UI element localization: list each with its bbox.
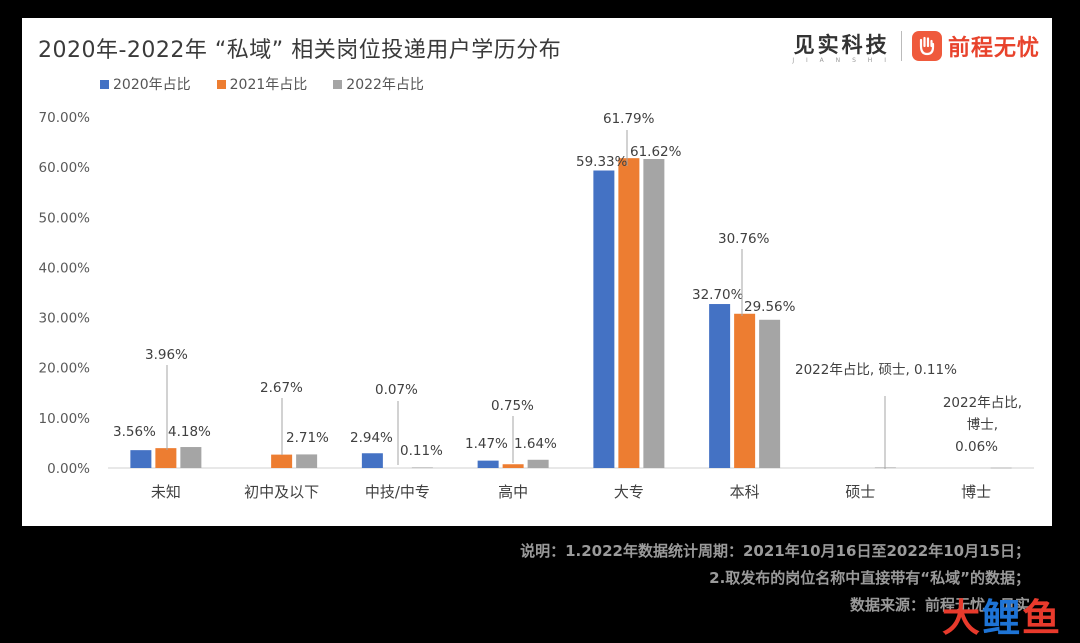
bar-1-0 <box>155 448 177 468</box>
note-line-2: 2.取发布的岗位名称中直接带有“私域”的数据； <box>709 569 1030 587</box>
note-line-1: 说明：1.2022年数据统计周期：2021年10月16日至2022年10月15日… <box>520 542 1030 560</box>
bar-2-2 <box>411 467 433 469</box>
data-label: 2022年占比, <box>943 395 1022 411</box>
chart-title: 2020年-2022年 “私域” 相关岗位投递用户学历分布 <box>38 38 562 63</box>
y-tick-label: 30.00% <box>39 311 91 327</box>
bar-0-4 <box>593 170 615 468</box>
y-tick-label: 60.00% <box>39 160 91 176</box>
bar-chart: 0.00% 10.00% 20.00% 30.00% 40.00% 50.00% 60.00… <box>39 110 1034 501</box>
data-label: 2.94% <box>350 430 393 446</box>
data-label: 1.47% <box>465 436 508 452</box>
legend-label-2022: 2022年占比 <box>346 77 424 93</box>
bar-2-7 <box>990 467 1012 469</box>
bar-0-3 <box>477 460 499 468</box>
data-label: 0.07% <box>375 382 418 398</box>
y-tick-label: 0.00% <box>47 461 90 477</box>
jianshi-logo: 见实科技 J I A N S H I <box>792 29 891 64</box>
watermark-char-2: 鲤 <box>981 596 1020 640</box>
legend-swatch-2021 <box>216 79 226 89</box>
legend-label-2020: 2020年占比 <box>113 77 191 93</box>
bar-2-1 <box>296 454 318 468</box>
qiancheng-logo-name: 前程无忧 <box>947 36 1040 61</box>
bar-0-2 <box>361 453 383 468</box>
data-label: 2.71% <box>286 430 329 446</box>
data-label: 0.11% <box>400 443 443 459</box>
x-category-label: 初中及以下 <box>244 483 319 501</box>
chart-legend: 2020年占比 2021年占比 2022年占比 <box>100 74 424 94</box>
data-label: 3.96% <box>145 347 188 363</box>
chart-card: 2020年-2022年 “私域” 相关岗位投递用户学历分布 见实科技 J I A… <box>22 18 1052 526</box>
y-tick-label: 40.00% <box>39 260 91 276</box>
x-category-label: 博士 <box>961 483 991 501</box>
y-tick-label: 70.00% <box>39 110 91 126</box>
data-label: 博士, <box>967 416 998 433</box>
data-label: 3.56% <box>113 424 156 440</box>
bar-2-0 <box>180 447 202 468</box>
x-category-label: 硕士 <box>845 483 875 501</box>
x-category-label: 中技/中专 <box>365 483 430 501</box>
note-line-3: 数据来源：前程无忧、见实 <box>849 596 1030 614</box>
x-category-label: 未知 <box>151 483 181 501</box>
bar-1-4 <box>618 158 640 468</box>
bar-2-4 <box>643 159 665 468</box>
data-label: 2.67% <box>260 380 303 396</box>
watermark-char-1: 大 <box>941 596 980 640</box>
jianshi-logo-sub: J I A N S H I <box>792 56 891 64</box>
brand-logos: 见实科技 J I A N S H I 前程无忧 <box>792 26 1040 66</box>
data-label: 32.70% <box>692 287 744 303</box>
data-label: 0.06% <box>955 439 998 455</box>
data-label: 59.33% <box>576 154 628 170</box>
bar-1-5 <box>734 313 756 468</box>
watermark-char-3: 鱼 <box>1021 596 1060 640</box>
data-label: 2022年占比, 硕士, 0.11% <box>795 362 957 378</box>
data-label: 61.62% <box>630 144 682 160</box>
data-label: 29.56% <box>744 299 796 315</box>
bar-2-5 <box>759 319 781 468</box>
legend-swatch-2022 <box>333 79 343 89</box>
bar-0-5 <box>709 304 731 468</box>
data-label: 0.75% <box>491 398 534 414</box>
jianshi-logo-name: 见实科技 <box>793 32 890 57</box>
brand-divider <box>900 31 902 61</box>
bar-1-1 <box>271 454 293 468</box>
x-category-label: 本科 <box>730 483 760 501</box>
bar-0-0 <box>130 450 152 468</box>
x-category-label: 大专 <box>614 483 644 501</box>
legend-item-2022: 2022年占比 <box>333 74 424 94</box>
y-tick-label: 50.00% <box>39 210 91 226</box>
chart-notes: 说明：1.2022年数据统计周期：2021年10月16日至2022年10月15日… <box>520 538 1030 619</box>
qiancheng-hand-icon <box>911 31 942 61</box>
data-label: 61.79% <box>603 111 655 127</box>
x-category-label: 高中 <box>498 483 528 501</box>
bar-1-3 <box>502 464 524 468</box>
legend-item-2020: 2020年占比 <box>100 74 191 94</box>
legend-swatch-2020 <box>100 79 109 89</box>
data-label: 30.76% <box>718 231 770 247</box>
data-label: 4.18% <box>168 424 211 440</box>
legend-item-2021: 2021年占比 <box>216 74 308 94</box>
bar-2-3 <box>527 459 549 468</box>
qiancheng-logo: 前程无忧 <box>911 30 1040 62</box>
data-label: 1.64% <box>514 436 557 452</box>
legend-label-2021: 2021年占比 <box>229 77 308 93</box>
y-tick-label: 10.00% <box>39 411 91 427</box>
watermark-logo: 大 鲤 鱼 <box>942 596 1060 640</box>
y-tick-label: 20.00% <box>39 361 91 377</box>
